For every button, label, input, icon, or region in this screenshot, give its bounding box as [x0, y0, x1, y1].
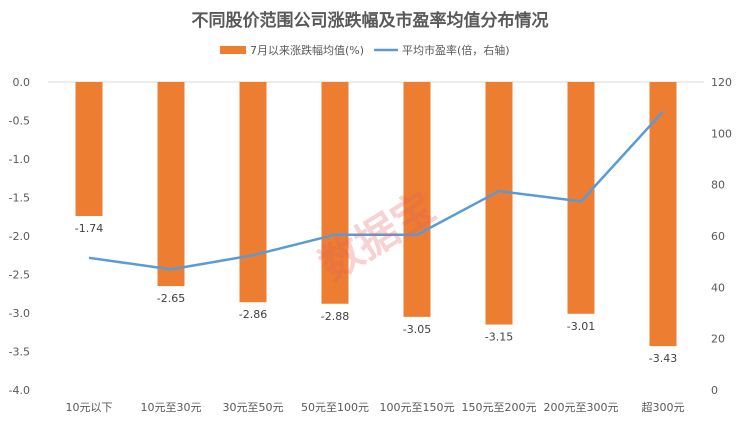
left-tick-label: -3.5 [9, 346, 30, 359]
category-label: 超300元 [642, 400, 685, 414]
category-label: 50元至100元 [301, 401, 369, 414]
right-tick-label: 120 [711, 76, 732, 89]
left-tick-label: -0.5 [9, 115, 30, 128]
bar [403, 82, 431, 317]
line-series [88, 110, 664, 271]
right-tick-label: 60 [711, 230, 725, 243]
category-label: 10元以下 [66, 401, 113, 414]
legend-swatch-bar [220, 46, 246, 54]
right-tick-label: 80 [711, 179, 725, 192]
bar [649, 82, 677, 347]
left-tick-label: -3.0 [9, 307, 30, 320]
bar-data-label: -3.05 [403, 323, 431, 336]
category-label: 100元至150元 [380, 401, 455, 414]
legend-label-line: 平均市盈率(倍，右轴) [402, 43, 510, 57]
right-tick-label: 0 [711, 384, 718, 397]
bar-data-label: -3.43 [649, 352, 677, 365]
left-tick-label: -1.5 [9, 192, 30, 205]
right-tick-label: 40 [711, 281, 725, 294]
bar-data-label: -1.74 [75, 222, 103, 235]
legend: 7月以来涨跌幅均值(%) 平均市盈率(倍，右轴) [220, 43, 510, 57]
left-tick-label: -4.0 [9, 384, 30, 397]
left-tick-label: 0.0 [13, 76, 31, 89]
right-axis: 120 100 80 60 40 20 0 [711, 76, 732, 397]
bar [485, 82, 513, 325]
left-tick-label: -2.0 [9, 230, 30, 243]
left-tick-label: -2.5 [9, 269, 30, 282]
category-label: 150元至200元 [462, 401, 537, 414]
left-tick-label: -1.0 [9, 153, 30, 166]
bar-data-label: -2.65 [157, 292, 185, 305]
right-tick-label: 100 [711, 127, 732, 140]
category-label: 30元至50元 [223, 401, 284, 414]
bar-data-label: -3.15 [485, 331, 513, 344]
bar-data-label: -2.88 [321, 310, 349, 323]
category-axis: 10元以下 10元至30元 30元至50元 50元至100元 100元至150元 150元… [66, 400, 685, 414]
chart-title: 不同股价范围公司涨跌幅及市盈率均值分布情况 [192, 10, 549, 31]
pe-line [88, 110, 664, 271]
bar-series [75, 82, 677, 347]
legend-label-bar: 7月以来涨跌幅均值(%) [250, 43, 364, 57]
category-label: 10元至30元 [141, 401, 202, 414]
bar [239, 82, 267, 303]
bar-data-labels: -1.74 -2.65 -2.86 -2.88 -3.05 -3.15 -3.01 -3.43 [75, 222, 677, 365]
left-axis: 0.0 -0.5 -1.0 -1.5 -2.0 -2.5 -3.0 -3.5 -4.0 [9, 76, 704, 397]
category-label: 200元至300元 [544, 401, 619, 414]
bar [75, 82, 103, 216]
bar [567, 82, 595, 314]
bar [321, 82, 349, 304]
right-tick-label: 20 [711, 333, 725, 346]
bar-data-label: -2.86 [239, 308, 267, 321]
bar [157, 82, 185, 287]
bar-data-label: -3.01 [567, 320, 595, 333]
